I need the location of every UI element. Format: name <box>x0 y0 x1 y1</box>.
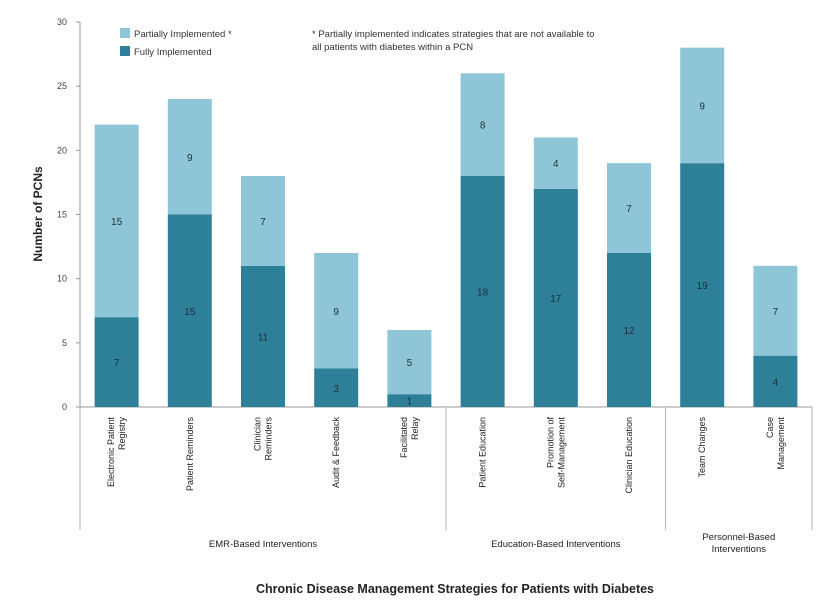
category-label: Reminders <box>264 417 274 461</box>
bar-fully-implemented <box>314 368 359 407</box>
bar-partially-implemented <box>241 176 285 266</box>
bar-partially-implemented <box>314 253 359 369</box>
bar-fully-implemented <box>533 188 578 407</box>
y-tick-label: 15 <box>57 210 67 220</box>
group-label: Education-Based Interventions <box>491 539 621 550</box>
category-label: Team Changes <box>697 417 707 478</box>
data-label-fully: 17 <box>550 294 562 305</box>
category-label: Audit & Feedback <box>331 417 341 489</box>
data-label-fully: 18 <box>477 288 489 299</box>
data-label-partially: 8 <box>480 121 486 132</box>
data-label-partially: 9 <box>333 307 339 318</box>
data-label-fully: 4 <box>773 377 779 388</box>
category-label: Patient Reminders <box>185 417 195 492</box>
data-label-fully: 15 <box>184 307 196 318</box>
legend-swatch <box>120 46 130 56</box>
data-label-fully: 1 <box>407 397 413 408</box>
data-label-fully: 12 <box>623 326 635 337</box>
category-label: Electronic Patient <box>106 417 116 488</box>
y-tick-label: 10 <box>57 274 67 284</box>
category-label: Facilitated <box>399 417 409 458</box>
data-label-partially: 7 <box>260 217 266 228</box>
group-label: EMR-Based Interventions <box>209 539 317 550</box>
category-label: Patient Education <box>478 417 488 488</box>
category-label: Clinician Education <box>624 417 634 494</box>
legend-label: Partially Implemented * <box>134 29 232 40</box>
data-label-partially: 9 <box>699 101 705 112</box>
category-label: Case <box>765 417 775 438</box>
bar-fully-implemented <box>607 253 651 407</box>
category-label: Clinician <box>253 417 263 451</box>
group-label: Interventions <box>712 544 767 555</box>
data-label-fully: 7 <box>114 358 120 369</box>
bar-fully-implemented <box>387 394 432 407</box>
bar-partially-implemented <box>753 265 798 356</box>
footnote-text: * Partially implemented indicates strate… <box>312 29 595 40</box>
data-label-fully: 11 <box>258 332 269 343</box>
y-axis-title: Number of PCNs <box>31 166 45 262</box>
bar-fully-implemented <box>167 214 212 407</box>
group-label: Personnel-Based <box>702 532 775 543</box>
category-label: Promotion of <box>545 417 555 469</box>
bar-fully-implemented <box>753 355 798 407</box>
data-label-partially: 15 <box>111 217 123 228</box>
data-label-fully: 19 <box>697 281 709 292</box>
category-label: Relay <box>410 417 420 441</box>
x-axis-title: Chronic Disease Management Strategies fo… <box>256 582 654 596</box>
y-tick-label: 25 <box>57 81 67 91</box>
data-label-partially: 4 <box>553 159 559 170</box>
category-label: Management <box>776 417 786 470</box>
y-tick-label: 0 <box>62 402 67 412</box>
y-tick-label: 5 <box>62 338 67 348</box>
bar-fully-implemented <box>241 265 285 407</box>
bar-fully-implemented <box>94 317 139 407</box>
bar-fully-implemented <box>460 176 505 407</box>
bar-partially-implemented <box>533 137 578 189</box>
bar-partially-implemented <box>607 163 651 253</box>
legend-swatch <box>120 28 130 38</box>
bar-partially-implemented <box>387 330 432 395</box>
data-label-partially: 7 <box>773 307 779 318</box>
bar-partially-implemented <box>460 73 505 176</box>
data-label-partially: 9 <box>187 153 193 164</box>
data-label-fully: 3 <box>333 384 339 395</box>
y-tick-label: 20 <box>57 145 67 155</box>
legend-label: Fully Implemented <box>134 47 212 58</box>
bar-partially-implemented <box>167 99 212 215</box>
data-label-partially: 5 <box>407 358 413 369</box>
data-label-partially: 7 <box>626 204 632 215</box>
category-label: Registry <box>117 417 127 451</box>
bar-partially-implemented <box>94 124 139 318</box>
footnote-text: all patients with diabetes within a PCN <box>312 42 473 53</box>
category-label: Self-Management <box>556 417 566 489</box>
bar-fully-implemented <box>680 163 725 407</box>
bar-partially-implemented <box>680 47 725 164</box>
y-tick-label: 30 <box>57 17 67 27</box>
